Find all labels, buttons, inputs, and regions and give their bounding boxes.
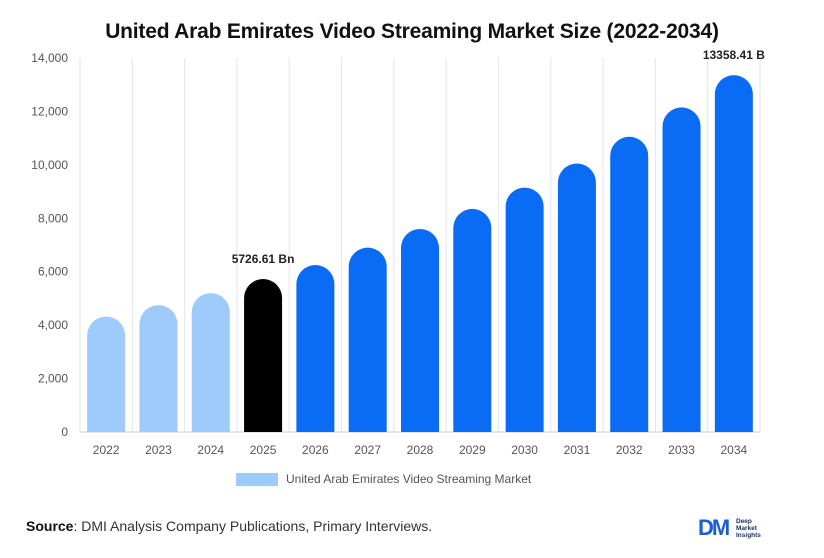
x-tick-label: 2032 <box>616 443 643 457</box>
bar-2031 <box>557 163 596 432</box>
x-tick-label: 2034 <box>720 443 747 457</box>
bar-2032 <box>610 136 649 432</box>
bar-2027 <box>348 247 387 432</box>
y-tick-label: 10,000 <box>31 158 68 172</box>
logo-line-3: Insights <box>736 532 761 539</box>
bar-2024 <box>191 293 230 432</box>
bar-2023 <box>139 305 178 432</box>
bar-2029 <box>453 208 492 432</box>
y-tick-label: 8,000 <box>38 211 68 225</box>
x-tick-label: 2024 <box>197 443 224 457</box>
logo-mark: DM <box>698 515 730 540</box>
x-tick-label: 2030 <box>511 443 538 457</box>
logo-line-2: Market <box>736 525 757 532</box>
source-label: Source <box>26 518 74 534</box>
y-tick-label: 4,000 <box>38 318 68 332</box>
y-tick-label: 12,000 <box>31 104 68 118</box>
y-tick-label: 6,000 <box>38 265 68 279</box>
bar-2026 <box>296 265 335 432</box>
data-label-2025: 5726.61 Bn <box>232 252 295 266</box>
legend-swatch <box>236 473 278 486</box>
y-tick-label: 14,000 <box>31 51 68 65</box>
source-note: Source: DMI Analysis Company Publication… <box>26 518 432 534</box>
y-tick-label: 0 <box>61 425 68 439</box>
x-tick-label: 2022 <box>93 443 120 457</box>
dmi-logo: DM Deep Market Insights <box>698 515 778 543</box>
y-tick-label: 2,000 <box>38 372 68 386</box>
x-tick-label: 2028 <box>407 443 434 457</box>
logo-line-1: Deep <box>736 518 752 525</box>
x-tick-label: 2023 <box>145 443 172 457</box>
x-tick-label: 2031 <box>564 443 591 457</box>
x-tick-label: 2033 <box>668 443 695 457</box>
bar-2034 <box>714 75 753 432</box>
bar-2030 <box>505 187 544 432</box>
bar-2025 <box>244 279 283 432</box>
x-tick-label: 2027 <box>354 443 381 457</box>
legend: United Arab Emirates Video Streaming Mar… <box>236 472 532 486</box>
legend-label: United Arab Emirates Video Streaming Mar… <box>286 472 532 486</box>
bar-2028 <box>401 228 439 432</box>
source-text: : DMI Analysis Company Publications, Pri… <box>73 518 433 534</box>
bar-chart: 02,0004,0006,0008,00010,00012,00014,000 … <box>31 48 765 486</box>
data-label-2034: 13358.41 B <box>703 48 765 62</box>
x-tick-label: 2026 <box>302 443 329 457</box>
chart-title: United Arab Emirates Video Streaming Mar… <box>105 20 719 43</box>
bar-2033 <box>662 107 701 432</box>
logo-wordmark: Deep Market Insights <box>736 518 761 539</box>
x-tick-label: 2029 <box>459 443 486 457</box>
x-tick-label: 2025 <box>250 443 277 457</box>
bar-2022 <box>87 316 126 432</box>
